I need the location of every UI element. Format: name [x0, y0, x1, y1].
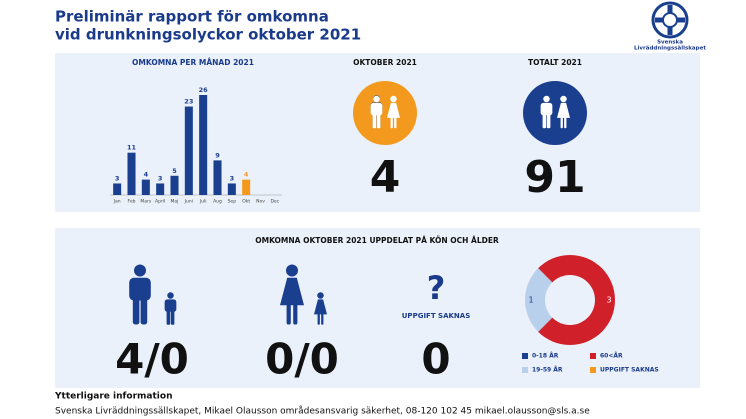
- x-tick-label: Aug: [213, 199, 222, 205]
- legend-label: 60<ÅR: [600, 353, 623, 360]
- bar: [242, 179, 251, 195]
- legend-label: UPPGIFT SAKNAS: [600, 367, 659, 374]
- section-title: OMKOMNA OKTOBER 2021 UPPDELAT PÅ KÖN OCH…: [255, 236, 499, 245]
- value-label: 23: [184, 98, 193, 106]
- bar: [127, 152, 136, 195]
- value-label: 26: [199, 86, 209, 94]
- bar: [170, 175, 179, 195]
- slice-label: 1: [528, 296, 533, 305]
- unknown-label: UPPGIFT SAKNAS: [402, 312, 471, 320]
- october-value: 4: [370, 152, 401, 203]
- panel-label: TOTALT 2021: [528, 58, 582, 67]
- footer-heading: Ytterligare information: [54, 392, 172, 402]
- x-tick-label: April: [155, 199, 165, 205]
- total-badge: [523, 81, 587, 145]
- slice-label: 3: [606, 296, 611, 305]
- logo: [651, 1, 689, 39]
- x-tick-label: Jan: [113, 199, 121, 205]
- footer-text: Svenska Livräddningssällskapet, Mikael O…: [55, 406, 590, 417]
- slice: [524, 268, 553, 332]
- chart-title: OMKOMNA PER MÅNAD 2021: [132, 58, 254, 67]
- logo-text: Svenska: [657, 40, 683, 46]
- x-tick-label: Maj: [171, 199, 179, 205]
- men-value: 4/0: [115, 335, 189, 384]
- bottom-panel: [55, 228, 700, 388]
- x-tick-label: Feb: [128, 199, 136, 205]
- bar: [141, 179, 150, 195]
- value-label: 3: [230, 174, 235, 182]
- value-label: 5: [172, 167, 177, 175]
- logo-text: Livräddningssällskapet: [634, 46, 706, 52]
- x-tick-label: Mars: [140, 199, 151, 205]
- legend-swatch: [522, 367, 528, 373]
- bar: [199, 95, 208, 195]
- x-tick-label: Dec: [270, 199, 279, 205]
- value-label: 9: [215, 151, 220, 159]
- october-badge: [353, 81, 417, 145]
- bar: [184, 106, 193, 195]
- value-label: 11: [127, 144, 137, 152]
- title-line: Preliminär rapport för omkomna: [55, 8, 329, 26]
- x-tick-label: Sep: [228, 199, 237, 205]
- value-label: 4: [144, 171, 149, 179]
- bar: [156, 183, 165, 195]
- unknown-icon: ?: [427, 269, 446, 307]
- legend-swatch: [590, 367, 596, 373]
- bar: [227, 183, 236, 195]
- legend-swatch: [590, 353, 596, 359]
- panel-label: OKTOBER 2021: [353, 58, 417, 67]
- x-tick-label: Nov: [256, 199, 265, 205]
- value-label: 4: [244, 171, 249, 179]
- value-label: 3: [115, 174, 120, 182]
- x-tick-label: Juni: [184, 199, 193, 205]
- legend-swatch: [522, 353, 528, 359]
- women-value: 0/0: [265, 335, 339, 384]
- x-tick-label: Juli: [199, 199, 207, 205]
- x-tick-label: Okt: [242, 199, 250, 205]
- legend-label: 19-59 ÅR: [532, 367, 563, 374]
- title-line: vid drunkningsolyckor oktober 2021: [55, 26, 361, 44]
- legend-label: 0-18 ÅR: [532, 353, 559, 360]
- total-value: 91: [524, 152, 585, 203]
- bar: [113, 183, 122, 195]
- bar: [213, 160, 222, 195]
- value-label: 3: [158, 174, 163, 182]
- unknown-value: 0: [421, 335, 450, 384]
- slice: [538, 255, 615, 345]
